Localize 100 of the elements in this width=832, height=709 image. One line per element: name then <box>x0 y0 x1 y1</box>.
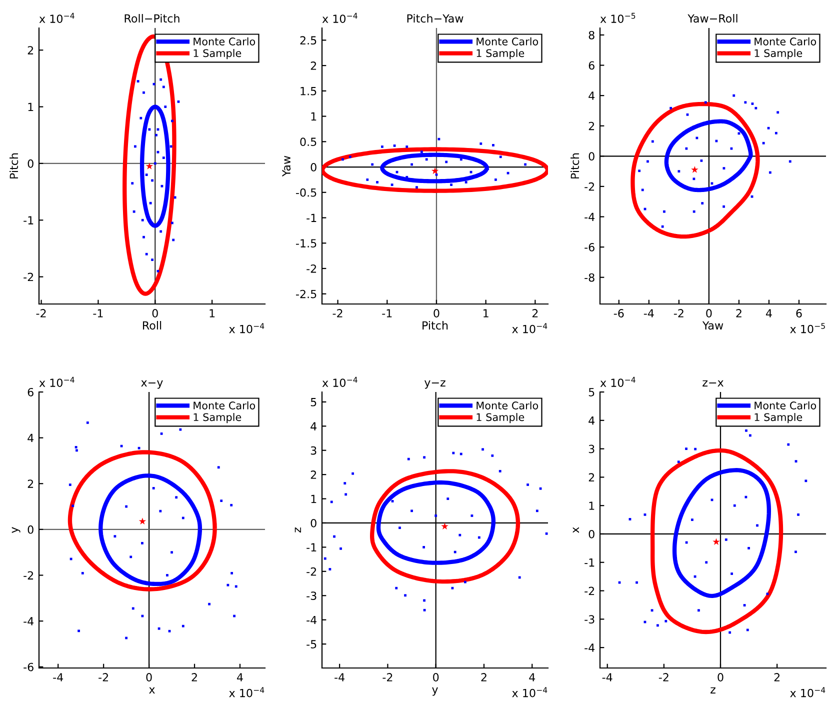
x-tick-label: 4 <box>766 309 772 318</box>
y-tick-label: 5 <box>310 398 316 406</box>
x-tick-label: 4 <box>237 673 243 682</box>
x-axis-title: Pitch <box>422 321 448 330</box>
x-tick-label: 0 <box>718 673 724 682</box>
legend-label: 1 Sample <box>754 49 802 60</box>
y-tick-label: -1 <box>584 558 594 567</box>
x-tick-label: 0 <box>434 309 440 318</box>
y-axis-title: y <box>12 527 20 533</box>
y-tick-label: -2 <box>306 264 316 273</box>
x-tick-label: 4 <box>529 673 536 682</box>
y-tick-label: 5 <box>588 388 594 396</box>
y-tick-label: -1 <box>306 214 316 222</box>
chart-title: Pitch−Yaw <box>407 14 464 23</box>
y-tick-label: -3 <box>306 592 316 600</box>
y-tick-label: 4 <box>310 422 317 430</box>
y-tick-label: 6 <box>28 388 34 396</box>
x-tick-label: 2 <box>481 673 486 682</box>
x-tick-label: 6 <box>796 309 802 318</box>
y-tick-label: -2 <box>306 567 316 576</box>
x-tick-label: 1 <box>210 309 215 318</box>
x-tick-label: 0 <box>433 673 439 682</box>
text: x 10$^{−4}$ <box>512 323 548 334</box>
text: x 10$^{−4}$ <box>600 376 636 388</box>
text: x 10$^{−4}$ <box>39 12 74 24</box>
x-tick-label: -2 <box>382 673 392 682</box>
y-axis-title: x <box>572 527 579 533</box>
legend-label: Monte Carlo <box>194 401 256 410</box>
y-tick-label: 4 <box>588 92 595 100</box>
x-tick-label: -2 <box>658 673 668 682</box>
x-axis-title: Yaw <box>702 321 724 330</box>
y-tick-label: 1.5 <box>300 87 316 96</box>
text: x 10$^{−4}$ <box>229 687 264 698</box>
legend-label: Monte Carlo <box>476 37 538 46</box>
text: x 10$^{−4}$ <box>790 687 826 698</box>
y-tick-label: -6 <box>584 243 594 252</box>
y-tick-label: -2 <box>24 272 34 282</box>
y-tick-label: -3 <box>584 615 594 624</box>
y-tick-label: 2 <box>28 480 34 488</box>
legend-label: 1 Sample <box>194 49 242 60</box>
y-tick-label: 0 <box>28 159 34 168</box>
x-tick-label: 0 <box>146 673 152 682</box>
x-tick-label: 2 <box>192 673 197 682</box>
y-tick-label: -4 <box>306 616 317 624</box>
y-tick-label: 2 <box>310 62 316 70</box>
y-tick-label: 2 <box>310 470 316 479</box>
y-tick-label: 3 <box>588 444 594 454</box>
legend-label: Monte Carlo <box>754 401 816 410</box>
y-tick-label: -2.5 <box>296 290 316 298</box>
y-tick-label: -5 <box>306 640 316 648</box>
y-tick-label: 6 <box>588 61 594 70</box>
y-tick-label: 2 <box>588 122 594 130</box>
y-tick-label: 1 <box>28 102 34 111</box>
y-tick-label: 4 <box>28 434 34 442</box>
y-tick-label: -1 <box>24 216 34 224</box>
chart-title: x−y <box>141 380 163 389</box>
x-tick-label: -2 <box>36 309 46 318</box>
y-tick-label: -2 <box>24 571 34 580</box>
y-tick-label: 2.5 <box>300 36 316 45</box>
y-tick-label: -6 <box>24 662 34 672</box>
y-axis-title: Pitch <box>10 153 18 178</box>
y-tick-label: 2 <box>588 473 594 482</box>
text: x 10$^{−4}$ <box>322 376 358 388</box>
x-tick-label: -2 <box>98 673 108 682</box>
y-tick-label: 0.5 <box>300 138 316 146</box>
text: x 10$^{−4}$ <box>39 376 74 388</box>
y-tick-label: 1 <box>311 494 316 503</box>
y-tick-label: 4 <box>588 416 595 425</box>
x-axis-title: x <box>149 687 155 694</box>
y-axis-title: Pitch <box>570 153 580 178</box>
x-tick-label: 2 <box>774 673 780 682</box>
text: x 10$^{−5}$ <box>600 12 636 24</box>
x-tick-label: -4 <box>644 309 654 318</box>
y-tick-label: 8 <box>588 30 594 40</box>
text: x 10$^{−4}$ <box>512 687 548 698</box>
text: x 10$^{−5}$ <box>790 323 825 334</box>
text: x 10$^{−4}$ <box>229 323 264 334</box>
y-tick-label: 1 <box>589 502 594 510</box>
x-tick-label: 2 <box>532 309 538 318</box>
y-tick-label: -1 <box>306 543 316 552</box>
y-axis-title: z <box>294 528 301 532</box>
x-axis-title: y <box>432 687 438 696</box>
y-tick-label: -2 <box>584 182 594 191</box>
x-tick-label: 0 <box>152 309 158 318</box>
y-tick-label: 2 <box>28 46 34 54</box>
chart-title: Yaw−Roll <box>688 14 738 23</box>
y-tick-label: -0.5 <box>296 188 316 197</box>
legend-label: 1 Sample <box>754 413 802 424</box>
x-tick-label: -6 <box>614 309 624 318</box>
y-tick-label: 3 <box>310 446 316 455</box>
chart-title: Roll−Pitch <box>124 14 180 23</box>
y-tick-label: -4 <box>584 212 595 221</box>
x-tick-label: -2 <box>332 309 342 318</box>
y-tick-label: -4 <box>584 644 595 652</box>
x-tick-label: -4 <box>602 673 612 682</box>
x-tick-label: -1 <box>382 309 392 318</box>
x-tick-label: 2 <box>736 309 742 318</box>
x-tick-label: -4 <box>334 673 344 682</box>
chart-title: y−z <box>424 380 446 389</box>
x-axis-title: z <box>710 687 716 694</box>
